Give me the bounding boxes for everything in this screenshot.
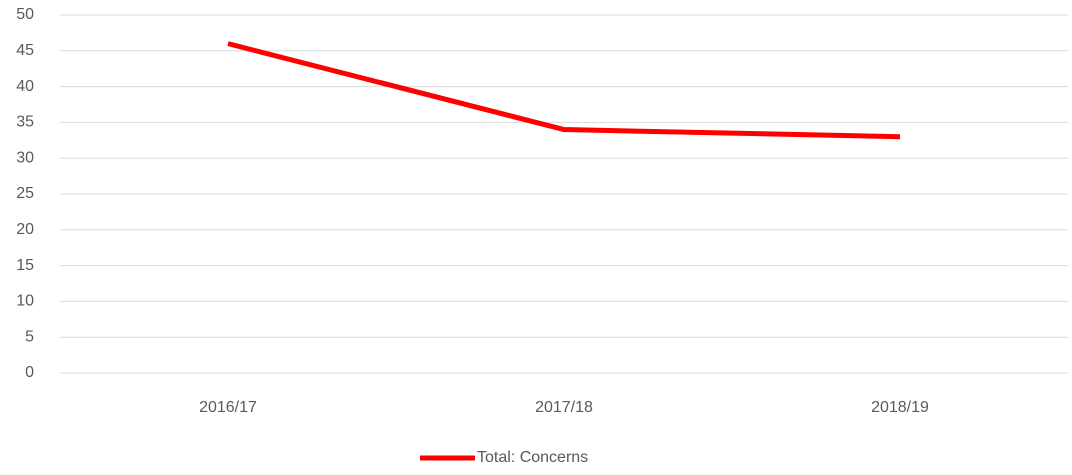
y-tick-label: 25 (16, 185, 34, 202)
y-tick-label: 5 (25, 328, 34, 345)
x-tick-label: 2018/19 (871, 399, 929, 416)
y-tick-label: 50 (16, 6, 34, 23)
y-tick-label: 10 (16, 293, 34, 310)
y-tick-label: 30 (16, 149, 34, 166)
legend-label: Total: Concerns (477, 449, 588, 466)
y-tick-label: 15 (16, 257, 34, 274)
y-tick-label: 20 (16, 221, 34, 238)
x-tick-label: 2016/17 (199, 399, 257, 416)
y-tick-label: 40 (16, 78, 34, 95)
y-tick-label: 35 (16, 114, 34, 131)
y-tick-label: 0 (25, 364, 34, 381)
y-tick-label: 45 (16, 42, 34, 59)
data-line (227, 41, 901, 140)
x-tick-label: 2017/18 (535, 399, 593, 416)
